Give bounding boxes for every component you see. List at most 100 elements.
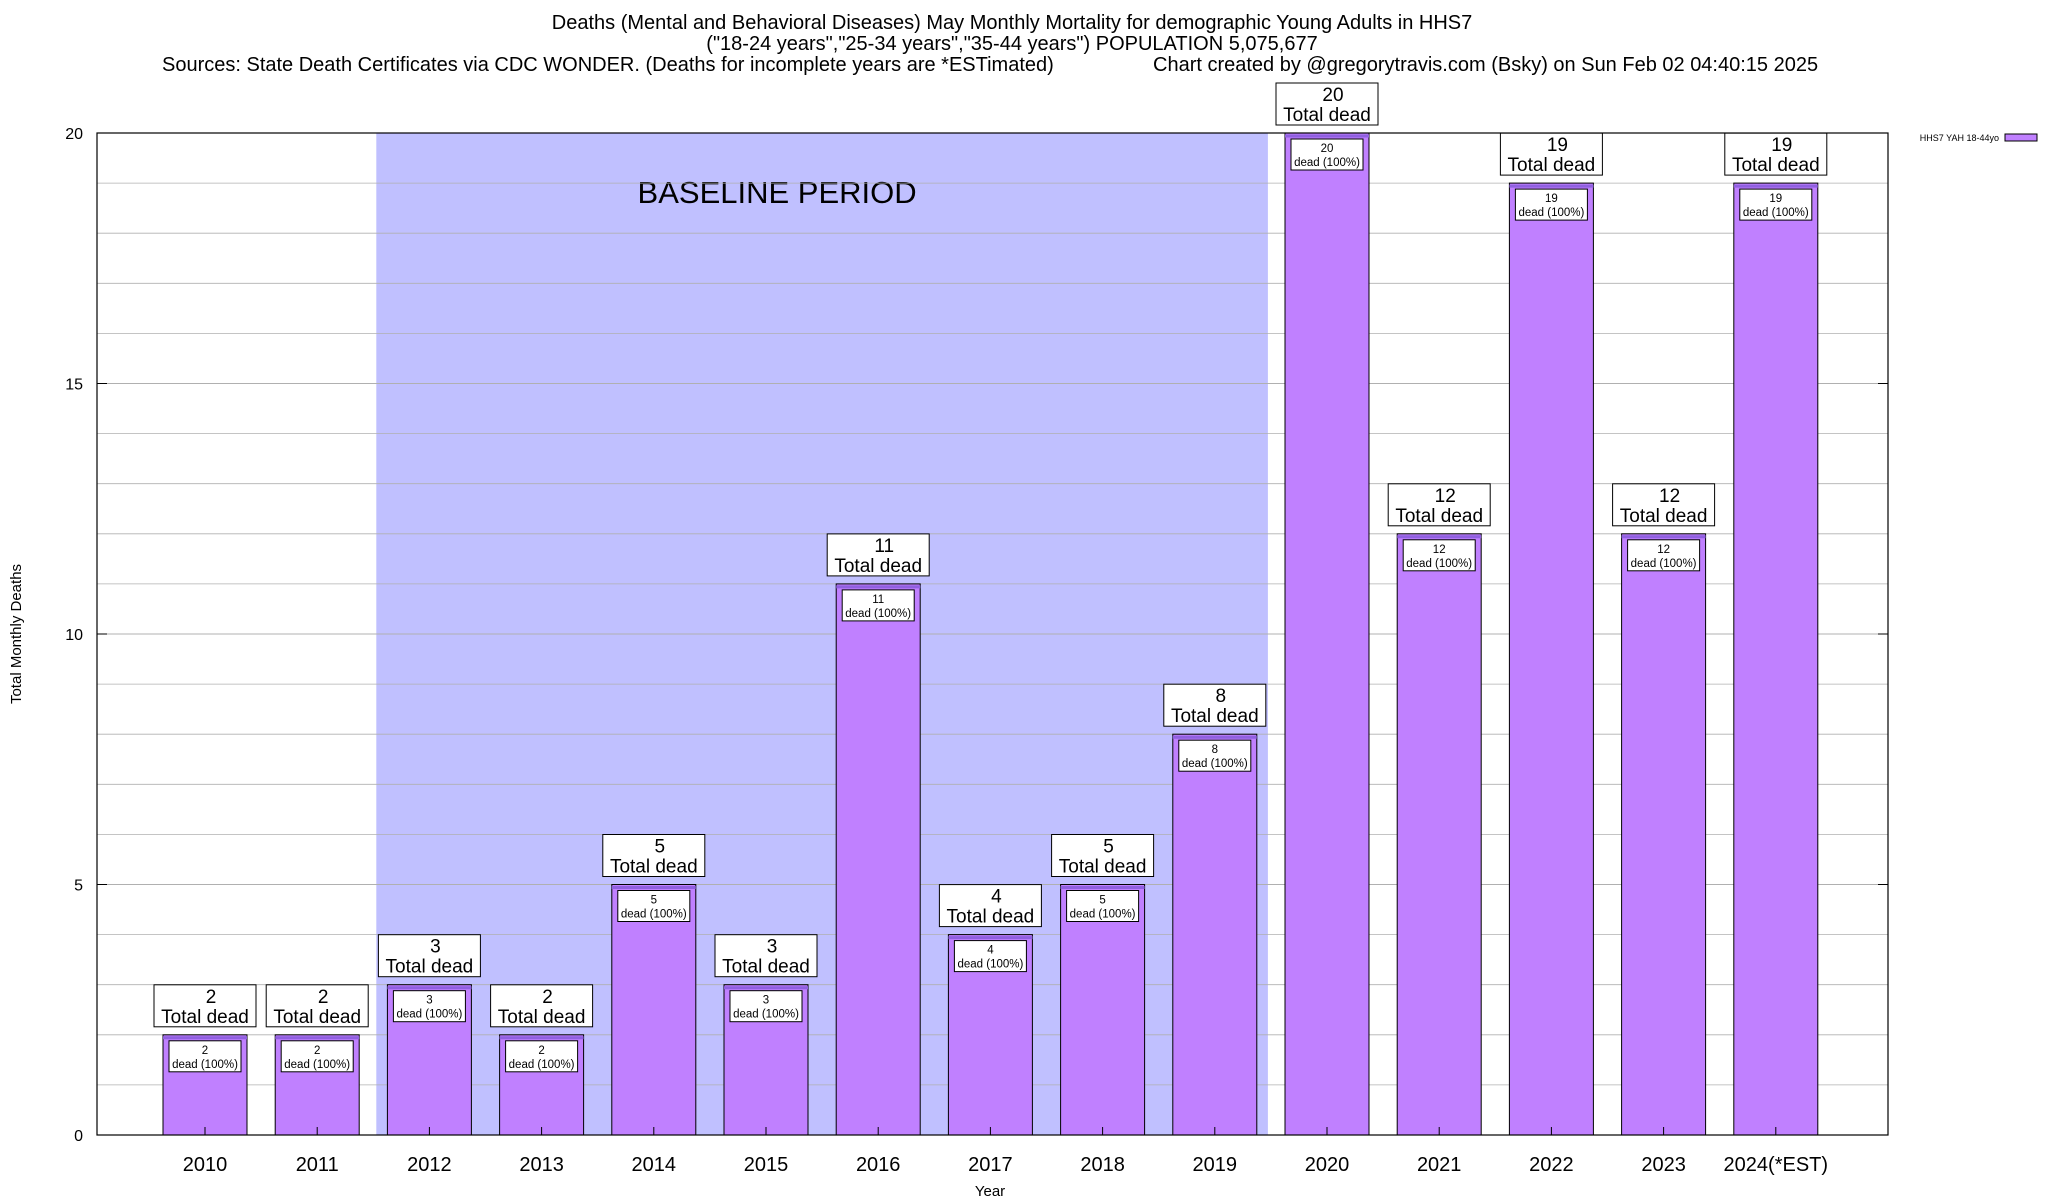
inner-label-box [1514, 188, 1588, 221]
inner-label-box [953, 940, 1027, 973]
total-label-text: Total dead [722, 957, 810, 978]
y-tick-label: 5 [74, 878, 83, 895]
inner-label-box [617, 890, 691, 922]
bar [1508, 182, 1594, 1136]
x-tick-label: 2018 [1080, 1154, 1125, 1176]
inner-label-box [505, 1040, 579, 1073]
inner-label-box [1290, 138, 1364, 171]
inner-label-box [1402, 539, 1476, 572]
total-label-value: 19 [1771, 135, 1792, 156]
inner-label-text: dead (100%) [1070, 909, 1136, 921]
x-tick-label: 2013 [519, 1154, 564, 1176]
inner-label-text: dead (100%) [1518, 207, 1584, 219]
y-tick-label: 0 [74, 1128, 83, 1145]
legend-swatch [2004, 133, 2038, 142]
inner-label-box [280, 1040, 354, 1073]
legend-label: HHS7 YAH 18-44yo [1920, 133, 1999, 143]
y-axis-label: Total Monthly Deaths [8, 564, 25, 704]
bar [611, 884, 697, 1136]
inner-label-box [841, 589, 915, 622]
total-label-value: 11 [874, 536, 894, 557]
inner-label-value: 4 [987, 945, 994, 957]
total-label-box [377, 934, 481, 978]
inner-label-text: dead (100%) [1294, 157, 1360, 169]
total-label-box [265, 984, 369, 1028]
x-tick-label: 2015 [744, 1154, 789, 1176]
chart-sources: Sources: State Death Certificates via CD… [162, 54, 1054, 76]
bar [835, 583, 921, 1136]
bar [1621, 533, 1707, 1136]
x-tick-label: 2021 [1417, 1154, 1462, 1176]
x-tick-label: 2023 [1641, 1154, 1686, 1176]
total-label-value: 5 [1103, 837, 1114, 858]
inner-label-text: dead (100%) [509, 1059, 575, 1071]
inner-label-value: 2 [314, 1045, 320, 1057]
inner-label-value: 20 [1321, 143, 1334, 155]
total-label-text: Total dead [1059, 857, 1147, 878]
total-label-box [1051, 834, 1155, 877]
inner-label-value: 19 [1545, 193, 1558, 205]
total-label-box [714, 934, 818, 978]
total-label-text: Total dead [610, 857, 698, 878]
total-label-text: Total dead [498, 1007, 586, 1028]
inner-label-box [1066, 890, 1140, 922]
x-tick-label: 2024(*EST) [1724, 1154, 1829, 1176]
inner-label-value: 3 [426, 995, 432, 1007]
y-tick-label: 15 [65, 377, 83, 394]
inner-label-box [1739, 188, 1813, 221]
total-label-box [1387, 483, 1491, 527]
y-tick-label: 20 [65, 126, 83, 143]
total-label-text: Total dead [1508, 155, 1596, 176]
total-label-box [1612, 483, 1716, 527]
inner-label-text: dead (100%) [733, 1009, 799, 1021]
inner-label-box [392, 990, 466, 1023]
total-label-value: 19 [1547, 135, 1568, 156]
x-tick-label: 2012 [407, 1154, 452, 1176]
y-tick-label: 10 [65, 627, 83, 644]
total-label-box [1163, 683, 1267, 727]
inner-label-value: 12 [1657, 544, 1670, 556]
x-tick-label: 2022 [1529, 1154, 1574, 1176]
inner-label-text: dead (100%) [1406, 558, 1472, 570]
bar [1172, 733, 1258, 1136]
total-label-value: 3 [767, 937, 778, 958]
inner-label-box [168, 1040, 242, 1073]
total-label-value: 12 [1659, 486, 1680, 507]
inner-label-box [729, 990, 803, 1023]
total-label-box [153, 984, 257, 1028]
total-label-text: Total dead [1620, 506, 1708, 527]
total-label-text: Total dead [1171, 706, 1259, 727]
inner-label-value: 19 [1769, 193, 1782, 205]
inner-label-text: dead (100%) [396, 1009, 462, 1021]
chart-subtitle: ("18-24 years","25-34 years","35-44 year… [706, 33, 1318, 55]
inner-label-value: 5 [1099, 895, 1105, 907]
total-label-text: Total dead [1283, 105, 1371, 126]
x-axis-label: Year [975, 1183, 1005, 1200]
x-tick-label: 2020 [1305, 1154, 1350, 1176]
bar [1060, 884, 1146, 1136]
total-label-text: Total dead [161, 1007, 249, 1028]
inner-label-text: dead (100%) [1743, 207, 1809, 219]
x-tick-label: 2014 [632, 1154, 677, 1176]
inner-label-value: 5 [651, 895, 657, 907]
total-label-text: Total dead [386, 957, 474, 978]
inner-label-value: 11 [872, 594, 884, 606]
inner-label-text: dead (100%) [1631, 558, 1697, 570]
bar [1733, 182, 1819, 1136]
total-label-value: 20 [1322, 85, 1343, 106]
total-label-box [1275, 82, 1379, 126]
inner-label-value: 3 [763, 995, 769, 1007]
x-tick-label: 2019 [1193, 1154, 1238, 1176]
x-tick-label: 2017 [968, 1154, 1013, 1176]
total-label-box [602, 834, 706, 877]
bar [1284, 132, 1370, 1136]
total-label-box [826, 533, 930, 577]
x-tick-label: 2010 [183, 1154, 228, 1176]
total-label-value: 12 [1435, 486, 1456, 507]
inner-label-value: 12 [1433, 544, 1446, 556]
total-label-value: 5 [655, 837, 666, 858]
total-label-value: 3 [430, 937, 441, 958]
total-label-text: Total dead [1395, 506, 1483, 527]
inner-label-text: dead (100%) [957, 959, 1023, 971]
inner-label-text: dead (100%) [284, 1059, 350, 1071]
